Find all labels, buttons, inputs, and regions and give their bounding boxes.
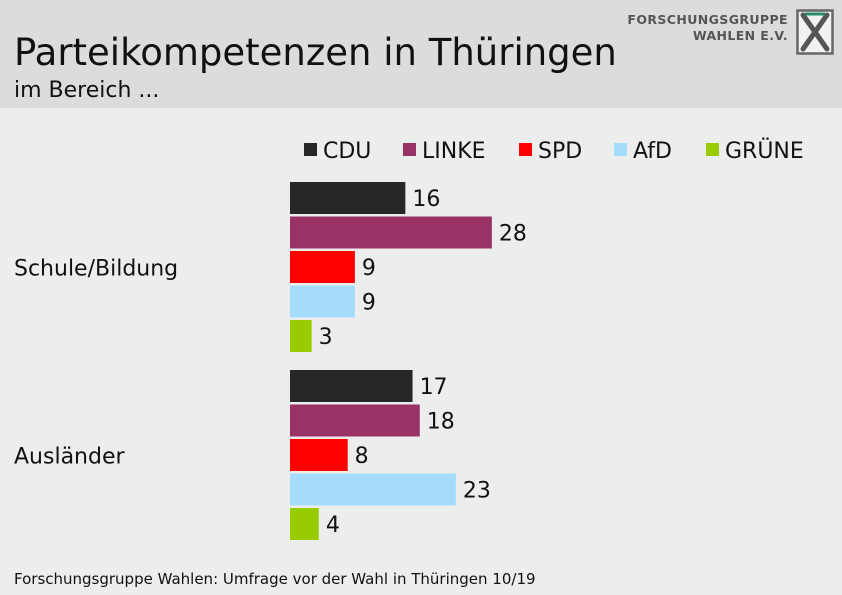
group-schule-bildung: Schule/Bildung 16 28 9 9 3 <box>14 182 527 352</box>
source-note: Forschungsgruppe Wahlen: Umfrage vor der… <box>14 570 536 588</box>
bar-schule-bildung-spd <box>290 251 355 283</box>
legend-label-gruene: GRÜNE <box>725 138 804 164</box>
bar-schule-bildung-cdu <box>290 182 406 214</box>
group-auslaender: Ausländer 17 18 8 23 4 <box>14 370 491 540</box>
bar-auslaender-spd <box>290 439 348 471</box>
value-label-auslaender-afd: 23 <box>463 479 491 504</box>
chart-legend: CDU LINKE SPD AfD GRÜNE <box>304 138 804 164</box>
page-title: Parteikompetenzen in Thüringen <box>14 31 617 74</box>
value-label-auslaender-spd: 8 <box>355 444 369 469</box>
bar-schule-bildung-gruene <box>290 320 312 352</box>
value-label-schule-bildung-spd: 9 <box>362 256 376 281</box>
value-label-schule-bildung-cdu: 16 <box>412 187 440 212</box>
header-band: Parteikompetenzen in Thüringen im Bereic… <box>0 0 842 108</box>
category-label-schule-bildung: Schule/Bildung <box>14 256 178 281</box>
bar-auslaender-gruene <box>290 508 319 540</box>
ballot-cross-icon <box>796 9 834 55</box>
value-label-schule-bildung-afd: 9 <box>362 291 376 316</box>
logo-line-2: WAHLEN E.V. <box>692 28 788 43</box>
legend-swatch-linke <box>403 143 416 156</box>
legend-label-cdu: CDU <box>323 139 371 164</box>
value-label-schule-bildung-gruene: 3 <box>319 325 333 350</box>
bar-auslaender-linke <box>290 404 420 437</box>
value-label-auslaender-cdu: 17 <box>420 375 448 400</box>
bar-chart: CDU LINKE SPD AfD GRÜNE Schule/Bildung 16 28 9 9… <box>14 138 804 540</box>
legend-swatch-spd <box>519 143 532 156</box>
bar-schule-bildung-afd <box>290 285 355 318</box>
legend-swatch-gruene <box>706 143 719 156</box>
page-subtitle: im Bereich ... <box>14 78 160 103</box>
legend-label-linke: LINKE <box>422 139 486 164</box>
category-label-auslaender: Ausländer <box>14 444 125 469</box>
bar-auslaender-cdu <box>290 370 413 402</box>
legend-label-afd: AfD <box>633 139 672 164</box>
chart-groups: Schule/Bildung 16 28 9 9 3 Ausländer 17 18 8 23 4 <box>14 182 527 540</box>
legend-swatch-afd <box>614 143 627 156</box>
legend-swatch-cdu <box>304 143 317 156</box>
legend-label-spd: SPD <box>538 139 582 164</box>
value-label-auslaender-gruene: 4 <box>326 513 340 538</box>
bar-auslaender-afd <box>290 473 456 506</box>
logo-text: FORSCHUNGSGRUPPE WAHLEN E.V. <box>627 12 788 44</box>
logo-line-1: FORSCHUNGSGRUPPE <box>627 12 788 27</box>
value-label-auslaender-linke: 18 <box>427 410 455 435</box>
value-label-schule-bildung-linke: 28 <box>499 222 527 247</box>
bar-schule-bildung-linke <box>290 216 492 249</box>
